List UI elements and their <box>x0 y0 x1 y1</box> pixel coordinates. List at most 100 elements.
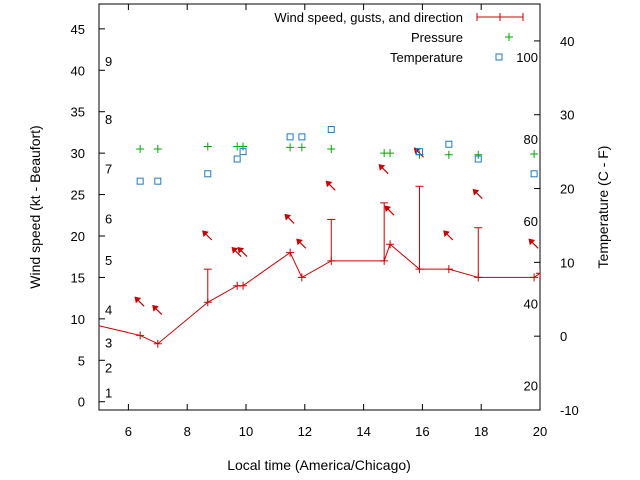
arrow-head <box>231 246 239 254</box>
y-right-axis-label: Temperature (C - F) <box>595 146 611 269</box>
arrow-head <box>237 246 245 254</box>
fahrenheit-label: 20 <box>524 379 538 394</box>
y-right-tick-label: 20 <box>560 182 574 197</box>
y-left-tick-label: 20 <box>71 229 85 244</box>
pressure-point <box>474 150 483 159</box>
wind-direction-arrow <box>472 188 483 199</box>
y-right-tick-label: 10 <box>560 255 574 270</box>
beaufort-label: 3 <box>105 336 112 351</box>
y-left-tick-label: 30 <box>71 146 85 161</box>
wind-speed-point <box>286 248 295 257</box>
y-right-tick-label: -10 <box>560 403 579 418</box>
y-left-axis-label: Wind speed (kt - Beaufort) <box>27 125 43 288</box>
beaufort-label: 4 <box>105 303 112 318</box>
pressure-point <box>286 143 295 152</box>
wind-speed-point <box>530 273 539 282</box>
pressure-point <box>136 145 145 153</box>
x-tick-label: 12 <box>298 424 312 439</box>
wind-direction-arrow <box>152 304 163 315</box>
wind-direction-arrow <box>528 238 539 249</box>
legend-pressure-marker <box>505 33 513 41</box>
beaufort-label: 5 <box>105 253 112 268</box>
arrow-head <box>325 180 333 188</box>
y-right-tick-label: 40 <box>560 34 574 49</box>
y-right-tick-label: 0 <box>560 329 567 344</box>
x-tick-label: 20 <box>533 424 547 439</box>
wind-speed-point <box>136 331 145 340</box>
arrow-head <box>378 164 386 171</box>
x-tick-label: 18 <box>474 424 488 439</box>
y-left-tick-label: 40 <box>71 63 85 78</box>
wind-speed-point <box>536 269 540 278</box>
temperature-point <box>204 170 212 178</box>
wind-direction-arrow <box>202 230 213 241</box>
fahrenheit-label: 80 <box>524 132 538 147</box>
beaufort-label: 7 <box>105 162 112 177</box>
x-axis-label: Local time (America/Chicago) <box>227 457 411 473</box>
pressure-point <box>203 142 212 151</box>
pressure-point <box>444 150 453 159</box>
wind-direction-arrow <box>384 205 395 216</box>
x-tick-label: 8 <box>184 424 191 439</box>
arrow-head <box>202 230 209 238</box>
beaufort-label: 6 <box>105 211 112 226</box>
arrow-head <box>472 188 480 196</box>
pressure-point <box>530 149 539 158</box>
fahrenheit-label: 60 <box>524 214 538 229</box>
y-left-tick-label: 5 <box>78 353 85 368</box>
y-left-tick-label: 35 <box>71 105 85 120</box>
arrow-head <box>296 238 303 246</box>
wind-speed-point <box>444 265 453 274</box>
beaufort-label: 8 <box>105 112 112 127</box>
arrow-head <box>528 238 536 246</box>
y-left-tick-label: 10 <box>71 312 85 327</box>
arrow-head <box>284 213 292 221</box>
wind-speed-point <box>239 281 248 290</box>
x-tick-label: 16 <box>415 424 429 439</box>
x-tick-label: 6 <box>125 424 132 439</box>
pressure-point <box>297 143 306 152</box>
ticks-layer: 6 8 10 12 14 16 18 20051015202530354045-1001020… <box>71 4 579 439</box>
legend: Wind speed, gusts, and direction Pressure… <box>274 10 524 65</box>
wind-speed-point <box>297 273 306 282</box>
fahrenheit-label: 100 <box>516 50 538 65</box>
arrow-head <box>152 304 159 312</box>
series-layer <box>99 125 540 348</box>
legend-temperature-marker <box>495 53 503 61</box>
wind-speed-point <box>153 339 162 348</box>
pressure-point <box>386 149 395 158</box>
legend-label: Pressure <box>411 30 463 45</box>
wind-speed-line <box>99 243 540 345</box>
pressure-point <box>153 145 162 153</box>
pressure-point <box>327 145 336 153</box>
temperature-point <box>415 148 423 156</box>
wind-direction-arrow <box>134 296 145 307</box>
wind-series <box>99 185 540 348</box>
beaufort-label: 2 <box>105 361 112 376</box>
y-left-tick-label: 45 <box>71 22 85 37</box>
wind-direction-arrow <box>284 213 295 224</box>
temperature-point <box>286 133 294 141</box>
x-tick-label: 14 <box>356 424 370 439</box>
x-tick-label: 10 <box>239 424 253 439</box>
y-left-tick-label: 0 <box>78 395 85 410</box>
wind-direction-arrow <box>237 246 248 257</box>
pressure-point <box>239 142 248 151</box>
wind-direction-arrow <box>296 238 307 249</box>
temperature-point <box>530 170 538 178</box>
beaufort-label: 9 <box>105 54 112 69</box>
plot-frame <box>98 3 541 411</box>
wind-direction-arrow <box>443 230 454 241</box>
wind-direction-arrow <box>325 180 336 191</box>
temperature-point <box>445 140 453 148</box>
temperature-point <box>327 125 335 133</box>
legend-label: Temperature <box>390 50 463 65</box>
temperature-point <box>298 133 306 141</box>
arrow-head <box>134 296 142 304</box>
wind-direction-arrow <box>378 164 389 175</box>
legend-label: Wind speed, gusts, and direction <box>274 10 463 25</box>
arrow-head <box>443 230 450 238</box>
temperature-point <box>136 177 144 185</box>
